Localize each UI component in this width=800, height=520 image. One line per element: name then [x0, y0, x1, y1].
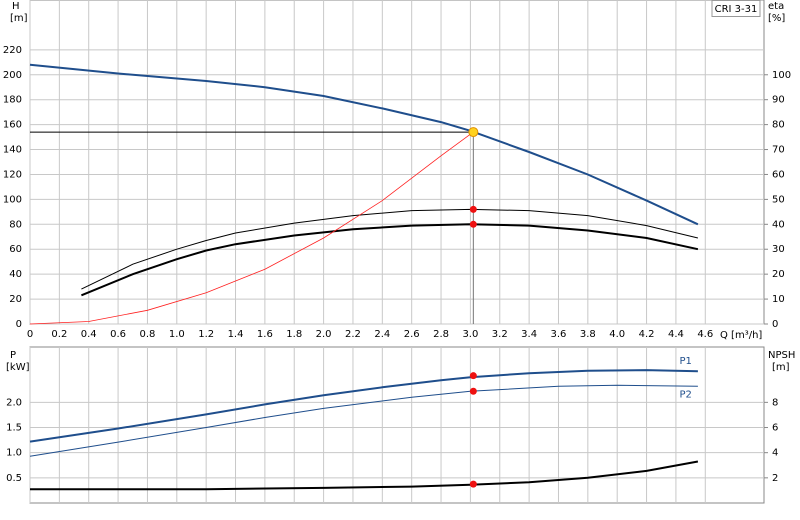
y2-tick-label: 90	[772, 95, 785, 106]
y2-tick-label: 10	[772, 294, 785, 305]
operating-point	[469, 372, 477, 380]
x-tick-label: 2.2	[345, 329, 361, 340]
x-tick-label: 3.2	[492, 329, 508, 340]
y2-unit: [m]	[772, 362, 790, 373]
y-tick-label: 220	[3, 45, 22, 56]
x-tick-label: 2.8	[433, 329, 449, 340]
x-tick-label: 1.2	[198, 329, 214, 340]
operating-point	[469, 220, 477, 228]
y2-label: NPSH	[768, 350, 795, 361]
y2-tick-label: 8	[772, 397, 778, 408]
x-tick-label: 0	[27, 329, 33, 340]
y2-tick-label: 30	[772, 244, 785, 255]
x-tick-label: 4.6	[697, 329, 713, 340]
y2-tick-label: 40	[772, 219, 785, 230]
curve	[29, 131, 474, 325]
y-tick-label: 2.0	[6, 397, 22, 408]
curve-label: P1	[680, 356, 692, 367]
y2-tick-label: 4	[772, 448, 778, 459]
y-tick-label: 100	[3, 194, 22, 205]
x-tick-label: 1.6	[257, 329, 273, 340]
x-tick-label: 3.8	[580, 329, 596, 340]
y-unit: [m]	[10, 13, 28, 24]
x-tick-label: 2.0	[316, 329, 332, 340]
x-label: Q [m³/h]	[720, 330, 762, 341]
curve	[29, 384, 698, 457]
y-tick-label: 60	[9, 244, 22, 255]
curve	[29, 63, 699, 226]
x-tick-label: 0.2	[51, 329, 67, 340]
y2-tick-label: 0	[772, 319, 778, 330]
y2-tick-label: 2	[772, 473, 778, 484]
x-tick-label: 2.6	[404, 329, 420, 340]
x-tick-label: 0.8	[139, 329, 155, 340]
chart-title: CRI 3-31	[715, 4, 758, 15]
y2-tick-label: 100	[772, 70, 791, 81]
y-tick-label: 40	[9, 269, 22, 280]
operating-point	[469, 205, 477, 213]
curve-label: P2	[680, 389, 692, 400]
y-tick-label: 1.5	[6, 423, 22, 434]
plot-area	[29, 0, 765, 325]
y-tick-label: 160	[3, 120, 22, 131]
x-tick-label: 3.4	[521, 329, 537, 340]
y-label: H	[12, 1, 20, 12]
x-tick-label: 1.8	[286, 329, 302, 340]
y2-label: eta	[768, 1, 784, 12]
x-tick-label: 4.0	[609, 329, 625, 340]
y2-tick-label: 6	[772, 423, 778, 434]
duty-point	[468, 127, 479, 138]
x-tick-label: 3.0	[462, 329, 478, 340]
operating-point	[469, 480, 477, 488]
x-tick-label: 4.2	[639, 329, 655, 340]
y2-tick-label: 50	[772, 194, 785, 205]
curve	[81, 223, 699, 297]
y2-unit: [%]	[768, 13, 785, 24]
y-tick-label: 140	[3, 145, 22, 156]
y-tick-label: 1.0	[6, 448, 22, 459]
x-tick-label: 1.0	[169, 329, 185, 340]
y-unit: [kW]	[6, 362, 30, 373]
y-tick-label: 0.5	[6, 473, 22, 484]
curve	[81, 208, 699, 290]
y-tick-label: 0	[16, 319, 22, 330]
y2-tick-label: 80	[772, 120, 785, 131]
y-tick-label: 20	[9, 294, 22, 305]
y2-tick-label: 70	[772, 145, 785, 156]
labels: H [m] eta [%] CRI 3-31 Q [m³/h] P [kW] N…	[6, 0, 795, 373]
y2-tick-label: 20	[772, 269, 785, 280]
x-tick-label: 1.4	[228, 329, 244, 340]
y-tick-label: 180	[3, 95, 22, 106]
y-tick-label: 120	[3, 169, 22, 180]
x-tick-label: 0.4	[81, 329, 97, 340]
y-label: P	[10, 350, 16, 361]
operating-point	[469, 387, 477, 395]
x-tick-label: 4.4	[668, 329, 684, 340]
plot-area	[29, 346, 765, 504]
x-tick-label: 2.4	[374, 329, 390, 340]
title-box	[711, 0, 761, 17]
curve	[29, 369, 698, 443]
y-tick-label: 200	[3, 70, 22, 81]
y2-tick-label: 60	[772, 169, 785, 180]
y-tick-label: 80	[9, 219, 22, 230]
x-tick-label: 0.6	[110, 329, 126, 340]
x-tick-label: 3.6	[551, 329, 567, 340]
